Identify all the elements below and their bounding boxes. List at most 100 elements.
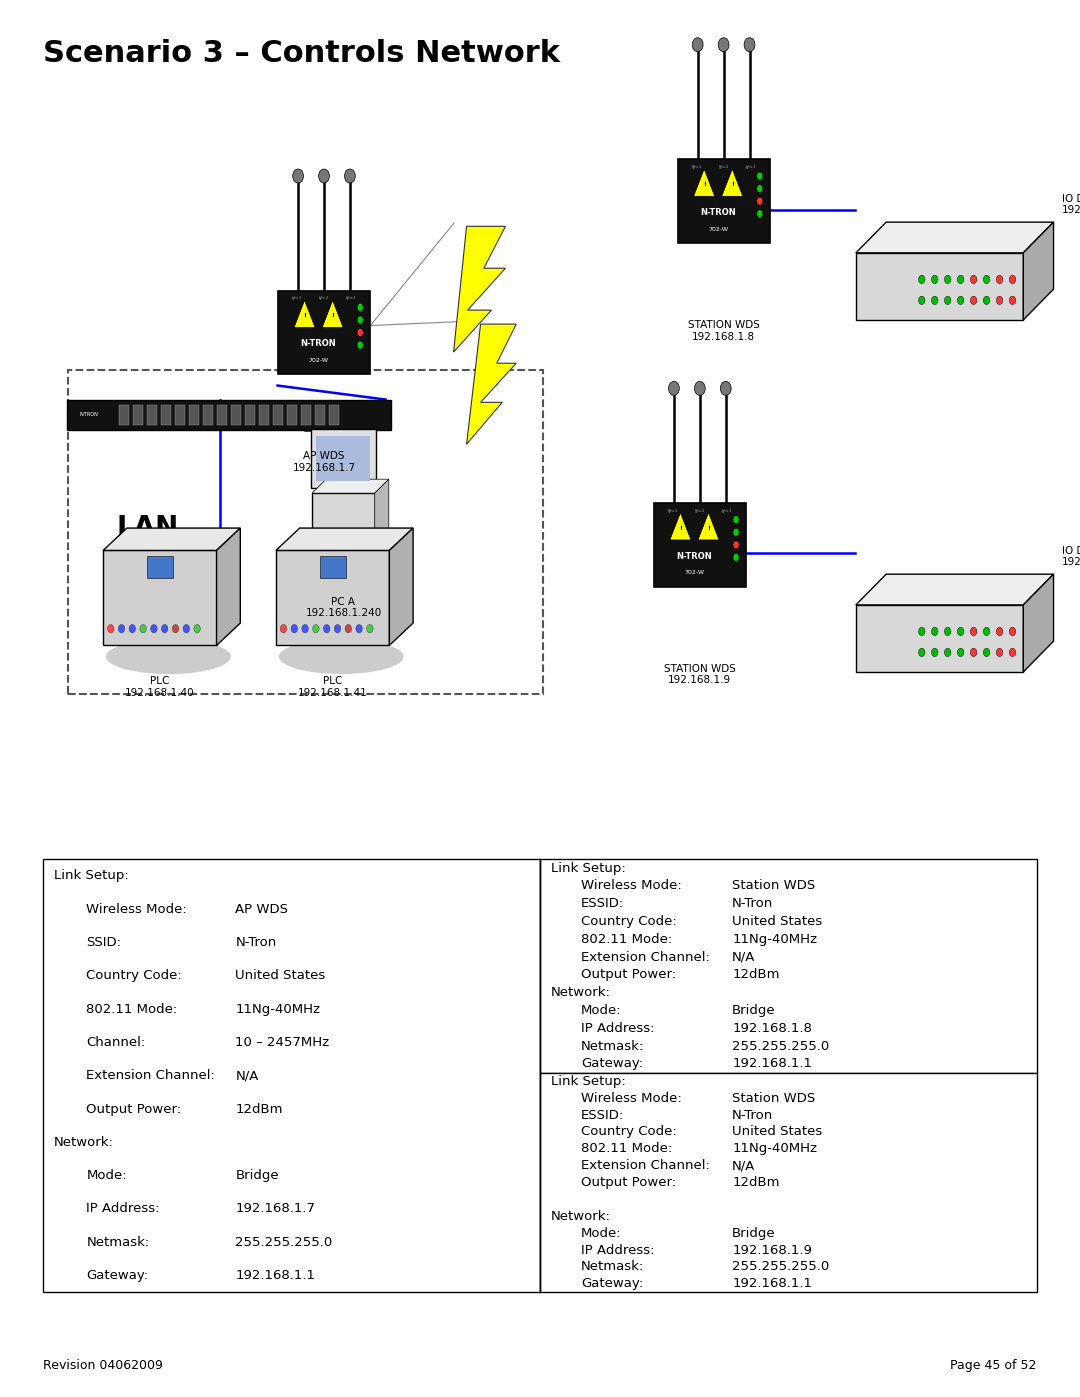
Circle shape (996, 627, 1002, 636)
Circle shape (356, 624, 363, 633)
Text: N-TRON: N-TRON (80, 412, 98, 418)
Bar (189, 405, 199, 425)
Text: lght.2: lght.2 (319, 296, 329, 300)
Text: lght.3: lght.3 (346, 296, 356, 300)
Text: N-TRON: N-TRON (700, 208, 737, 217)
Text: Country Code:: Country Code: (581, 1126, 677, 1139)
Text: !: ! (731, 182, 733, 187)
Text: Network:: Network: (54, 1136, 113, 1148)
Bar (217, 405, 227, 425)
Ellipse shape (106, 640, 231, 675)
Circle shape (1009, 627, 1015, 636)
Circle shape (1009, 648, 1015, 657)
Bar (329, 405, 339, 425)
Text: PLC
192.168.1.41: PLC 192.168.1.41 (298, 676, 367, 697)
Text: 802.11 Mode:: 802.11 Mode: (86, 1003, 177, 1016)
Polygon shape (1024, 574, 1054, 672)
Text: United States: United States (732, 915, 823, 928)
Polygon shape (217, 528, 241, 645)
Text: !: ! (679, 525, 681, 531)
Text: Country Code:: Country Code: (86, 970, 183, 982)
Text: Country Code:: Country Code: (581, 915, 677, 928)
Text: PC A
192.168.1.240: PC A 192.168.1.240 (306, 597, 381, 617)
Circle shape (931, 627, 937, 636)
Text: Link Setup:: Link Setup: (54, 869, 129, 883)
Circle shape (996, 296, 1002, 305)
Circle shape (1009, 275, 1015, 284)
Text: 255.255.255.0: 255.255.255.0 (732, 1260, 829, 1274)
Text: Netmask:: Netmask: (581, 1260, 645, 1274)
Circle shape (996, 648, 1002, 657)
Polygon shape (855, 222, 1054, 253)
Circle shape (996, 275, 1002, 284)
Polygon shape (855, 574, 1054, 605)
Text: IO Device - 007
192.168.1.43: IO Device - 007 192.168.1.43 (1063, 546, 1080, 567)
Circle shape (194, 624, 201, 633)
Text: Network:: Network: (551, 1210, 610, 1222)
Circle shape (918, 627, 926, 636)
Polygon shape (104, 528, 241, 550)
Circle shape (931, 296, 937, 305)
Circle shape (119, 624, 125, 633)
Text: ESSID:: ESSID: (581, 1109, 624, 1122)
Polygon shape (467, 324, 516, 444)
Text: Revision 04062009: Revision 04062009 (43, 1359, 163, 1372)
Circle shape (718, 38, 729, 52)
Text: 11Ng-40MHz: 11Ng-40MHz (732, 933, 818, 946)
Text: N-Tron: N-Tron (732, 1109, 773, 1122)
Bar (231, 405, 241, 425)
Circle shape (173, 624, 179, 633)
Circle shape (140, 624, 147, 633)
Text: 192.168.1.9: 192.168.1.9 (732, 1243, 812, 1256)
Polygon shape (693, 169, 715, 196)
Circle shape (692, 38, 703, 52)
Polygon shape (312, 493, 375, 566)
Circle shape (757, 172, 762, 180)
FancyBboxPatch shape (316, 436, 370, 481)
Text: Scenario 3 – Controls Network: Scenario 3 – Controls Network (43, 39, 561, 68)
Text: !: ! (703, 182, 705, 187)
Bar (161, 405, 171, 425)
FancyBboxPatch shape (279, 291, 369, 374)
Text: 255.255.255.0: 255.255.255.0 (732, 1039, 829, 1053)
Circle shape (971, 275, 977, 284)
Circle shape (971, 648, 977, 657)
Text: lght.3: lght.3 (745, 165, 756, 169)
Polygon shape (276, 528, 414, 550)
Text: SSID:: SSID: (86, 936, 121, 949)
Circle shape (1009, 296, 1015, 305)
Text: AP WDS: AP WDS (235, 902, 288, 915)
FancyBboxPatch shape (678, 159, 769, 243)
Circle shape (983, 275, 989, 284)
Polygon shape (855, 605, 1024, 672)
Text: lght.1: lght.1 (667, 509, 678, 513)
Text: lght.1: lght.1 (691, 165, 702, 169)
Circle shape (324, 624, 330, 633)
Text: Network:: Network: (551, 986, 610, 999)
FancyBboxPatch shape (311, 429, 376, 488)
FancyBboxPatch shape (540, 1073, 1037, 1292)
Polygon shape (294, 300, 315, 327)
Text: AP WDS
192.168.1.7: AP WDS 192.168.1.7 (293, 451, 355, 472)
Circle shape (281, 624, 287, 633)
Circle shape (162, 624, 168, 633)
Text: 192.168.1.1: 192.168.1.1 (732, 1277, 812, 1291)
Circle shape (944, 296, 950, 305)
Bar (203, 405, 213, 425)
Circle shape (694, 381, 705, 395)
Circle shape (918, 296, 926, 305)
Text: 802.11 Mode:: 802.11 Mode: (581, 1143, 672, 1155)
Text: Gateway:: Gateway: (86, 1268, 149, 1282)
Text: 192.168.1.1: 192.168.1.1 (235, 1268, 315, 1282)
Circle shape (357, 328, 363, 337)
Text: lght.2: lght.2 (718, 165, 729, 169)
Polygon shape (855, 253, 1024, 320)
Text: Link Setup:: Link Setup: (551, 1074, 625, 1088)
Bar (301, 405, 311, 425)
Text: Wireless Mode:: Wireless Mode: (581, 1091, 681, 1105)
Polygon shape (721, 169, 743, 196)
Polygon shape (375, 479, 389, 566)
Text: !: ! (303, 313, 306, 319)
Text: Output Power:: Output Power: (581, 968, 676, 982)
Text: Channel:: Channel: (86, 1037, 146, 1049)
